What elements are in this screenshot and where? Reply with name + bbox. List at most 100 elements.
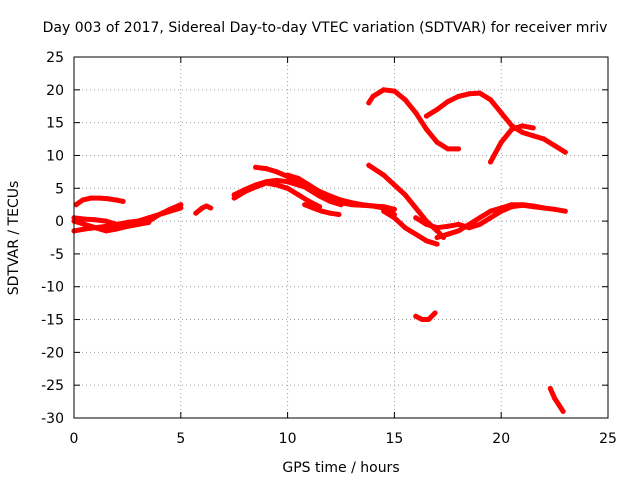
data-point xyxy=(381,87,387,93)
data-point xyxy=(402,97,408,103)
data-point xyxy=(338,200,344,206)
data-point xyxy=(327,195,333,201)
data-point xyxy=(426,317,432,322)
data-point xyxy=(285,172,291,178)
data-point xyxy=(434,225,440,231)
data-point xyxy=(92,225,98,231)
data-point xyxy=(562,149,568,155)
data-point xyxy=(88,195,94,201)
data-point xyxy=(509,202,515,208)
data-point xyxy=(285,185,291,191)
data-point xyxy=(391,206,397,212)
x-tick-label: 10 xyxy=(279,431,297,447)
data-point xyxy=(146,219,152,225)
data-point xyxy=(556,402,562,408)
data-point xyxy=(402,192,408,198)
data-point xyxy=(135,221,141,227)
data-point xyxy=(103,223,109,229)
x-tick-label: 0 xyxy=(70,431,79,447)
data-point xyxy=(552,395,558,401)
data-point xyxy=(82,226,88,232)
y-tick-label: -30 xyxy=(41,411,64,427)
grid-lines xyxy=(74,57,608,418)
data-point xyxy=(488,159,493,165)
data-point xyxy=(103,218,109,224)
data-point xyxy=(541,136,547,142)
y-axis-label: SDTVAR / TECUs xyxy=(6,181,22,296)
y-tick-label: 20 xyxy=(46,83,64,99)
data-point xyxy=(391,88,397,94)
y-tick-label: 0 xyxy=(55,214,64,230)
data-point xyxy=(120,198,126,204)
data-point xyxy=(477,221,483,227)
series-arc19 xyxy=(547,386,566,414)
data-point xyxy=(445,99,451,105)
x-tick-label: 15 xyxy=(385,431,403,447)
data-point xyxy=(105,196,111,202)
data-point xyxy=(274,182,280,188)
data-point xyxy=(146,215,152,221)
axis-ticks: 0 5 10 15 20 25 -30 -25 -20 -15 -10 -5 0 5 10 15 20 25 xyxy=(41,50,617,447)
x-tick-label: 20 xyxy=(492,431,510,447)
data-point xyxy=(242,189,248,195)
data-point xyxy=(103,228,109,234)
data-point xyxy=(432,310,438,316)
data-point xyxy=(114,197,120,203)
data-point xyxy=(456,146,461,152)
data-point xyxy=(317,189,323,195)
data-point xyxy=(82,221,88,227)
data-point xyxy=(520,123,526,129)
data-point xyxy=(413,231,419,237)
data-point xyxy=(477,90,483,96)
data-point xyxy=(319,208,325,214)
data-point xyxy=(560,408,566,414)
y-tick-label: -25 xyxy=(41,378,64,394)
data-point xyxy=(327,210,333,216)
data-point xyxy=(231,195,237,201)
data-point xyxy=(208,205,214,211)
data-point xyxy=(73,202,79,208)
y-tick-label: 10 xyxy=(46,148,64,164)
data-point xyxy=(253,184,259,190)
data-point xyxy=(306,182,312,188)
data-point xyxy=(381,172,387,178)
data-point xyxy=(302,202,308,208)
data-point xyxy=(193,210,199,216)
data-point xyxy=(295,175,301,181)
data-point xyxy=(413,313,419,319)
data-point xyxy=(498,205,504,211)
data-point xyxy=(434,139,440,145)
data-point xyxy=(97,195,103,201)
data-point xyxy=(381,204,387,210)
data-point xyxy=(413,205,419,211)
data-point xyxy=(445,231,451,237)
data-point xyxy=(434,241,440,247)
data-point xyxy=(498,139,504,145)
data-point xyxy=(391,215,397,221)
y-tick-label: -15 xyxy=(41,313,64,329)
data-point xyxy=(274,177,280,183)
data-point xyxy=(520,130,526,135)
data-point xyxy=(263,166,269,172)
x-tick-label: 25 xyxy=(599,431,617,447)
data-point xyxy=(423,221,429,227)
data-point xyxy=(445,146,451,152)
data-point xyxy=(498,110,504,116)
data-point xyxy=(167,208,173,214)
y-tick-label: -5 xyxy=(50,247,64,263)
data-point xyxy=(509,126,515,132)
data-point xyxy=(466,91,472,97)
data-point xyxy=(423,113,429,119)
data-point xyxy=(530,203,536,209)
data-point xyxy=(391,182,397,188)
series-arc18 xyxy=(413,310,438,322)
data-point xyxy=(114,221,120,227)
data-point xyxy=(366,162,372,168)
data-point xyxy=(306,198,312,204)
data-point xyxy=(199,205,205,211)
data-point xyxy=(552,143,558,149)
data-point xyxy=(274,169,280,175)
data-point xyxy=(456,221,461,227)
data-point xyxy=(466,221,472,227)
y-tick-label: 25 xyxy=(46,50,64,66)
